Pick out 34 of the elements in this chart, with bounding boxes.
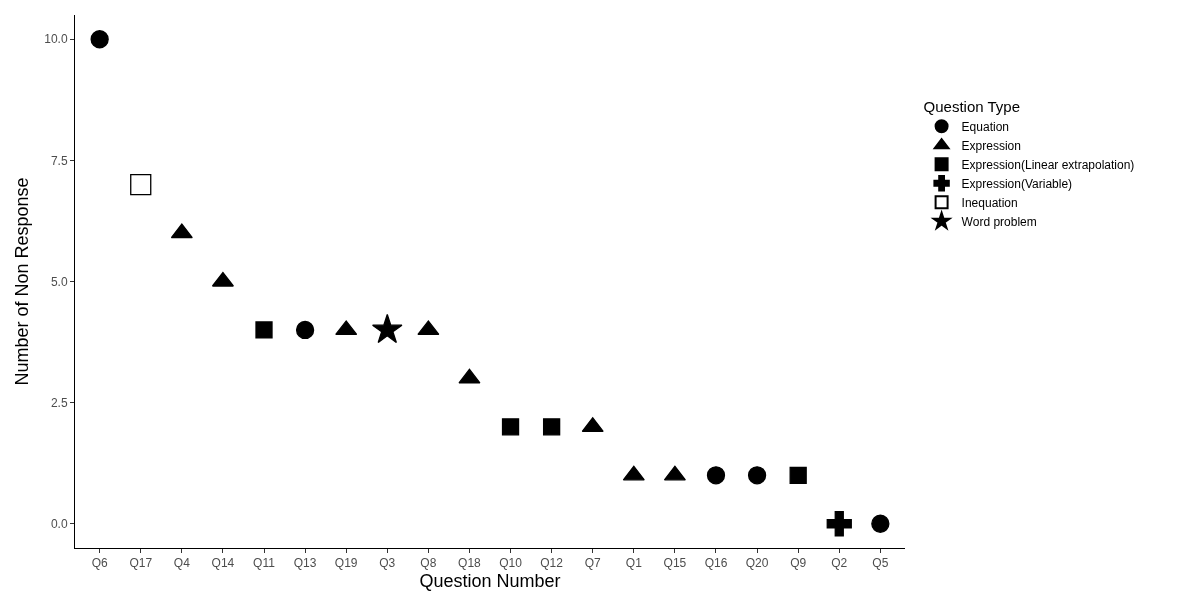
x-tick-label: Q15: [663, 556, 687, 571]
x-tick-label: Q19: [334, 556, 358, 571]
x-tick-label: Q3: [379, 556, 396, 571]
legend-label: Inequation: [961, 195, 1018, 210]
y-tick-label: 10.0: [44, 32, 68, 47]
x-tick-label: Q7: [584, 556, 602, 571]
y-tick-label: 5.0: [50, 274, 68, 289]
x-tick-label: Q2: [831, 556, 848, 571]
x-tick-label: Q12: [540, 556, 564, 571]
x-tick-label: Q5: [872, 556, 889, 571]
x-tick-label: Q17: [129, 556, 153, 571]
legend-label: Word problem: [961, 214, 1037, 229]
legend-label: Expression(Variable): [961, 176, 1073, 191]
y-tick-label: 7.5: [50, 153, 68, 168]
x-tick-label: Q8: [420, 556, 437, 571]
y-axis-title: Number of Non Response: [12, 177, 33, 386]
x-tick-label: Q13: [293, 556, 317, 571]
legend-label: Expression(Linear extrapolation): [961, 157, 1135, 172]
y-tick-label: 2.5: [50, 395, 68, 410]
x-tick-label: Q9: [790, 556, 807, 571]
x-axis-title: Question Number: [419, 570, 561, 591]
x-tick-label: Q14: [211, 556, 235, 571]
x-tick-label: Q6: [91, 556, 108, 571]
x-tick-label: Q20: [745, 556, 769, 571]
legend-title: Question Type: [923, 97, 1021, 115]
x-tick-label: Q18: [458, 556, 482, 571]
x-tick-label: Q16: [704, 556, 728, 571]
y-tick-label: 0.0: [50, 516, 68, 531]
legend-label: Equation: [961, 119, 1009, 134]
legend-label: Expression: [961, 138, 1021, 153]
x-tick-label: Q11: [253, 556, 276, 571]
x-tick-label: Q10: [499, 556, 523, 571]
x-tick-label: Q1: [625, 556, 643, 571]
x-tick-label: Q4: [173, 556, 191, 571]
